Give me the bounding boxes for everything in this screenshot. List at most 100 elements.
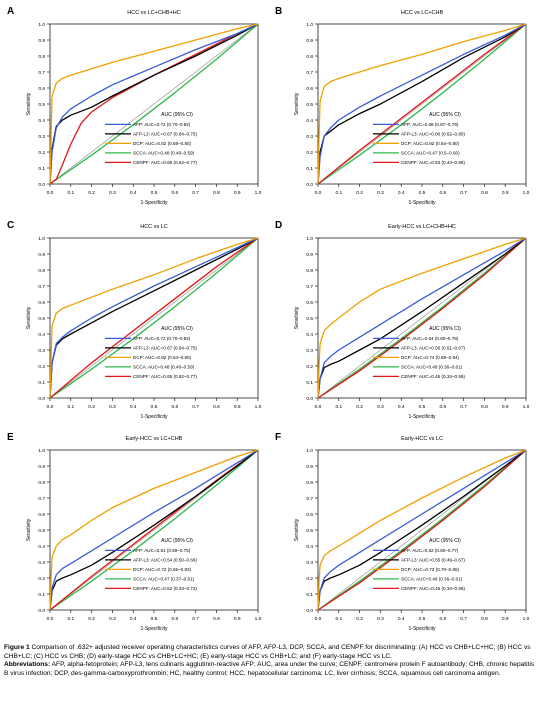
x-tick-label: 0.6: [439, 404, 446, 410]
roc-curve-cenpf: [317, 237, 527, 399]
y-tick-label: 0.4: [38, 332, 45, 338]
legend-entry-scca: SCCA: AUC=0.48 (0.40–0.59): [133, 365, 195, 370]
chart-panel-e: E Early-HCC vs LC+CHB 0.0 0.1 0.2 0.3 0.4 0.5 0.…: [7, 432, 262, 632]
roc-curve-scca: [49, 237, 259, 399]
y-axis-label: Sensitivity: [26, 518, 32, 541]
legend-title: AUC (95% CI): [429, 538, 461, 544]
y-tick-label: 0.0: [306, 608, 313, 614]
x-tick-label: 0.1: [335, 404, 342, 410]
y-tick-label: 0.8: [38, 268, 45, 274]
x-tick-label: 0.9: [502, 616, 509, 622]
y-tick-label: 0.6: [306, 512, 313, 518]
legend-title: AUC (95% CI): [161, 538, 193, 544]
legend-entry-scca: SCCA: AUC=0.48 (0.36–0.61): [401, 365, 463, 370]
reference-line: [49, 23, 259, 185]
roc-curve-afp: [317, 449, 527, 611]
y-tick-label: 0.2: [306, 150, 313, 156]
x-tick-label: 0.3: [377, 616, 384, 622]
legend-entry-afp-l3: AFP-L3: AUC=0.67 (0.64–0.75): [133, 132, 197, 137]
x-tick-label: 0.1: [67, 404, 74, 410]
figure-caption: Figure 1 Comparison of .632+ adjusted re…: [4, 644, 537, 678]
y-tick-label: 0.3: [38, 348, 45, 354]
x-tick-label: 0.2: [356, 616, 363, 622]
roc-curve-afp-l3: [49, 449, 259, 611]
y-tick-label: 0.1: [306, 380, 313, 386]
legend-entry-dcp: DCP: AUC=0.82 (0.64–0.80): [401, 141, 460, 146]
chart-panel-f: F Early-HCC vs LC 0.0 0.1 0.2 0.3 0.4 0.5 0.6 0.7…: [275, 432, 530, 632]
x-axis-label: 1-Specificity: [409, 626, 436, 632]
roc-curve-dcp: [49, 449, 259, 611]
y-tick-label: 1.0: [38, 236, 45, 242]
y-tick-label: 0.2: [306, 364, 313, 370]
y-tick-label: 0.8: [306, 480, 313, 486]
caption-abbreviations-text: AFP, alpha-fetoprotein; AFP-L3, lens cul…: [4, 661, 535, 677]
chart-title: HCC vs LC+CHB: [401, 10, 444, 16]
y-tick-label: 1.0: [306, 22, 313, 28]
legend-title: AUC (95% CI): [161, 326, 193, 332]
roc-curve-dcp: [317, 23, 527, 185]
roc-curve-dcp: [317, 237, 527, 399]
legend-entry-scca: SCCA: AUC=0.47 (0.5–0.60): [401, 151, 460, 156]
roc-curve-afp: [317, 237, 527, 399]
y-tick-label: 0.5: [38, 528, 45, 534]
y-tick-label: 0.7: [306, 496, 313, 502]
caption-abbreviations: Abbreviations: AFP, alpha-fetoprotein; A…: [4, 661, 537, 678]
x-tick-label: 0.9: [502, 404, 509, 410]
x-tick-label: 0.6: [171, 616, 178, 622]
legend-entry-cenpf: CENPF: AUC=0.53 (0.44–0.68): [401, 160, 465, 165]
y-tick-label: 0.2: [38, 150, 45, 156]
roc-curve-scca: [317, 449, 527, 611]
y-tick-label: 1.0: [306, 236, 313, 242]
legend-entry-dcp: DCP: AUC=0.82 (0.59–0.80): [133, 141, 192, 146]
reference-line: [49, 237, 259, 399]
legend-entry-dcp: DCP: AUC=0.82 (0.64–0.80): [133, 355, 192, 360]
y-tick-label: 0.1: [38, 166, 45, 172]
y-tick-label: 0.0: [38, 608, 45, 614]
y-tick-label: 0.9: [306, 38, 313, 44]
x-tick-label: 0.9: [502, 190, 509, 196]
y-tick-label: 0.4: [38, 118, 45, 124]
x-tick-label: 0.5: [151, 616, 158, 622]
x-tick-label: 0.6: [439, 190, 446, 196]
chart-panel-d: D Early-HCC vs LC+CHB+HC 0.0 0.1 0.2 0.3 0.4 0.…: [275, 220, 530, 420]
roc-curve-cenpf: [49, 23, 259, 185]
x-tick-label: 0.1: [335, 616, 342, 622]
legend-entry-afp-l3: AFP-L3: AUC=0.67 (0.64–0.75): [133, 346, 197, 351]
y-tick-label: 0.1: [38, 380, 45, 386]
y-tick-label: 0.3: [38, 560, 45, 566]
x-tick-label: 0.5: [419, 404, 426, 410]
y-tick-label: 1.0: [38, 22, 45, 28]
x-tick-label: 0.2: [356, 404, 363, 410]
x-tick-label: 0.2: [88, 190, 95, 196]
legend-entry-scca: SCCA: AUC=0.48 (0.36–0.61): [401, 577, 463, 582]
x-tick-label: 0.7: [192, 616, 199, 622]
y-tick-label: 0.6: [38, 512, 45, 518]
legend-entry-afp: AFP: AUC=0.68 (0.67–0.79): [401, 122, 459, 127]
y-tick-label: 0.3: [306, 134, 313, 140]
y-tick-label: 0.9: [306, 252, 313, 258]
x-tick-label: 0.7: [192, 190, 199, 196]
legend-entry-afp: AFP: AUC=0.72 (0.70–0.82): [133, 122, 191, 127]
x-tick-label: 1.0: [255, 404, 262, 410]
y-tick-label: 0.5: [306, 316, 313, 322]
x-tick-label: 0.1: [67, 616, 74, 622]
roc-curve-afp-l3: [317, 237, 527, 399]
legend-entry-cenpf: CENPF: AUC=0.52 (0.33–0.73): [133, 586, 197, 591]
roc-curve-dcp: [317, 449, 527, 611]
panel-label: A: [7, 6, 14, 17]
y-tick-label: 0.9: [38, 252, 45, 258]
legend-title: AUC (95% CI): [429, 112, 461, 118]
roc-curve-afp: [49, 237, 259, 399]
x-axis-label: 1-Specificity: [141, 626, 168, 632]
y-tick-label: 0.9: [38, 38, 45, 44]
y-tick-label: 0.0: [306, 182, 313, 188]
roc-curve-scca: [49, 449, 259, 611]
x-tick-label: 0.4: [398, 190, 405, 196]
y-tick-label: 0.5: [306, 528, 313, 534]
y-tick-label: 0.2: [38, 364, 45, 370]
x-tick-label: 0.0: [47, 190, 54, 196]
chart-panel-b: B HCC vs LC+CHB 0.0 0.1 0.2 0.3 0.4 0.5 0.6 0.7 0.…: [275, 6, 530, 206]
legend-entry-dcp: DCP: AUC=0.73 (0.70–0.85): [401, 567, 460, 572]
legend-entry-afp-l3: AFP-L3: AUC=0.56 (0.51–0.67): [401, 346, 465, 351]
y-tick-label: 0.9: [306, 464, 313, 470]
